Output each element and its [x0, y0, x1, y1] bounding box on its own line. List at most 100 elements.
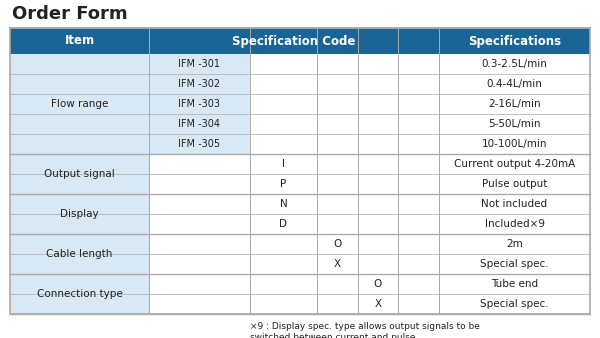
- Text: Item: Item: [64, 34, 95, 48]
- Text: Cable length: Cable length: [46, 249, 113, 259]
- Bar: [149, 134, 250, 154]
- Bar: [317, 154, 358, 174]
- Text: I: I: [282, 159, 285, 169]
- Text: switched between current and pulse.: switched between current and pulse.: [250, 333, 418, 338]
- Bar: [398, 114, 439, 134]
- Bar: [149, 174, 250, 194]
- Text: P: P: [280, 179, 287, 189]
- Bar: [250, 94, 317, 114]
- Text: 0.3-2.5L/min: 0.3-2.5L/min: [482, 59, 547, 69]
- Bar: [317, 134, 358, 154]
- Text: O: O: [334, 239, 341, 249]
- Bar: [439, 214, 590, 234]
- Bar: [358, 254, 398, 274]
- Bar: [10, 54, 149, 154]
- Bar: [250, 194, 317, 214]
- Bar: [317, 214, 358, 234]
- Text: IFM -301: IFM -301: [179, 59, 221, 69]
- Bar: [10, 234, 149, 274]
- Bar: [149, 154, 250, 174]
- Text: X: X: [334, 259, 341, 269]
- Text: 2-16L/min: 2-16L/min: [488, 99, 541, 109]
- Text: IFM -305: IFM -305: [178, 139, 221, 149]
- Text: ×9 : Display spec. type allows output signals to be: ×9 : Display spec. type allows output si…: [250, 322, 480, 331]
- Bar: [250, 234, 317, 254]
- Bar: [398, 154, 439, 174]
- Bar: [358, 154, 398, 174]
- Bar: [358, 214, 398, 234]
- Bar: [10, 28, 590, 54]
- Text: Current output 4-20mA: Current output 4-20mA: [454, 159, 575, 169]
- Bar: [358, 234, 398, 254]
- Bar: [149, 214, 250, 234]
- Text: Connection type: Connection type: [37, 289, 122, 299]
- Text: Flow range: Flow range: [51, 99, 108, 109]
- Bar: [149, 74, 250, 94]
- Bar: [317, 254, 358, 274]
- Bar: [439, 94, 590, 114]
- Text: Pulse output: Pulse output: [482, 179, 547, 189]
- Bar: [317, 114, 358, 134]
- Bar: [398, 174, 439, 194]
- Bar: [10, 194, 149, 234]
- Bar: [250, 174, 317, 194]
- Text: Order Form: Order Form: [12, 5, 128, 23]
- Bar: [439, 294, 590, 314]
- Bar: [398, 274, 439, 294]
- Bar: [317, 194, 358, 214]
- Bar: [250, 214, 317, 234]
- Bar: [149, 274, 250, 294]
- Bar: [317, 294, 358, 314]
- Bar: [250, 154, 317, 174]
- Bar: [358, 74, 398, 94]
- Text: Special spec.: Special spec.: [480, 259, 549, 269]
- Bar: [358, 294, 398, 314]
- Text: Tube end: Tube end: [491, 279, 538, 289]
- Text: Special spec.: Special spec.: [480, 299, 549, 309]
- Bar: [439, 254, 590, 274]
- Text: X: X: [374, 299, 382, 309]
- Bar: [439, 154, 590, 174]
- Bar: [358, 54, 398, 74]
- Bar: [439, 114, 590, 134]
- Text: Display: Display: [60, 209, 99, 219]
- Bar: [358, 174, 398, 194]
- Bar: [358, 194, 398, 214]
- Bar: [317, 94, 358, 114]
- Text: N: N: [280, 199, 287, 209]
- Bar: [398, 214, 439, 234]
- Text: Included×9: Included×9: [485, 219, 545, 229]
- Text: IFM -302: IFM -302: [178, 79, 221, 89]
- Bar: [317, 54, 358, 74]
- Text: IFM -304: IFM -304: [179, 119, 221, 129]
- Bar: [398, 294, 439, 314]
- Text: Specifications: Specifications: [468, 34, 561, 48]
- Bar: [250, 74, 317, 94]
- Bar: [317, 74, 358, 94]
- Bar: [317, 174, 358, 194]
- Bar: [250, 274, 317, 294]
- Bar: [358, 94, 398, 114]
- Bar: [439, 194, 590, 214]
- Text: Output signal: Output signal: [44, 169, 115, 179]
- Bar: [250, 254, 317, 274]
- Bar: [317, 274, 358, 294]
- Bar: [398, 194, 439, 214]
- Text: Not included: Not included: [481, 199, 548, 209]
- Bar: [10, 154, 149, 194]
- Bar: [398, 234, 439, 254]
- Bar: [439, 234, 590, 254]
- Bar: [358, 274, 398, 294]
- Text: D: D: [280, 219, 287, 229]
- Bar: [439, 174, 590, 194]
- Bar: [149, 254, 250, 274]
- Bar: [439, 74, 590, 94]
- Bar: [439, 134, 590, 154]
- Text: Specification Code: Specification Code: [232, 34, 356, 48]
- Bar: [358, 114, 398, 134]
- Bar: [149, 114, 250, 134]
- Bar: [149, 94, 250, 114]
- Bar: [149, 234, 250, 254]
- Text: O: O: [374, 279, 382, 289]
- Bar: [398, 134, 439, 154]
